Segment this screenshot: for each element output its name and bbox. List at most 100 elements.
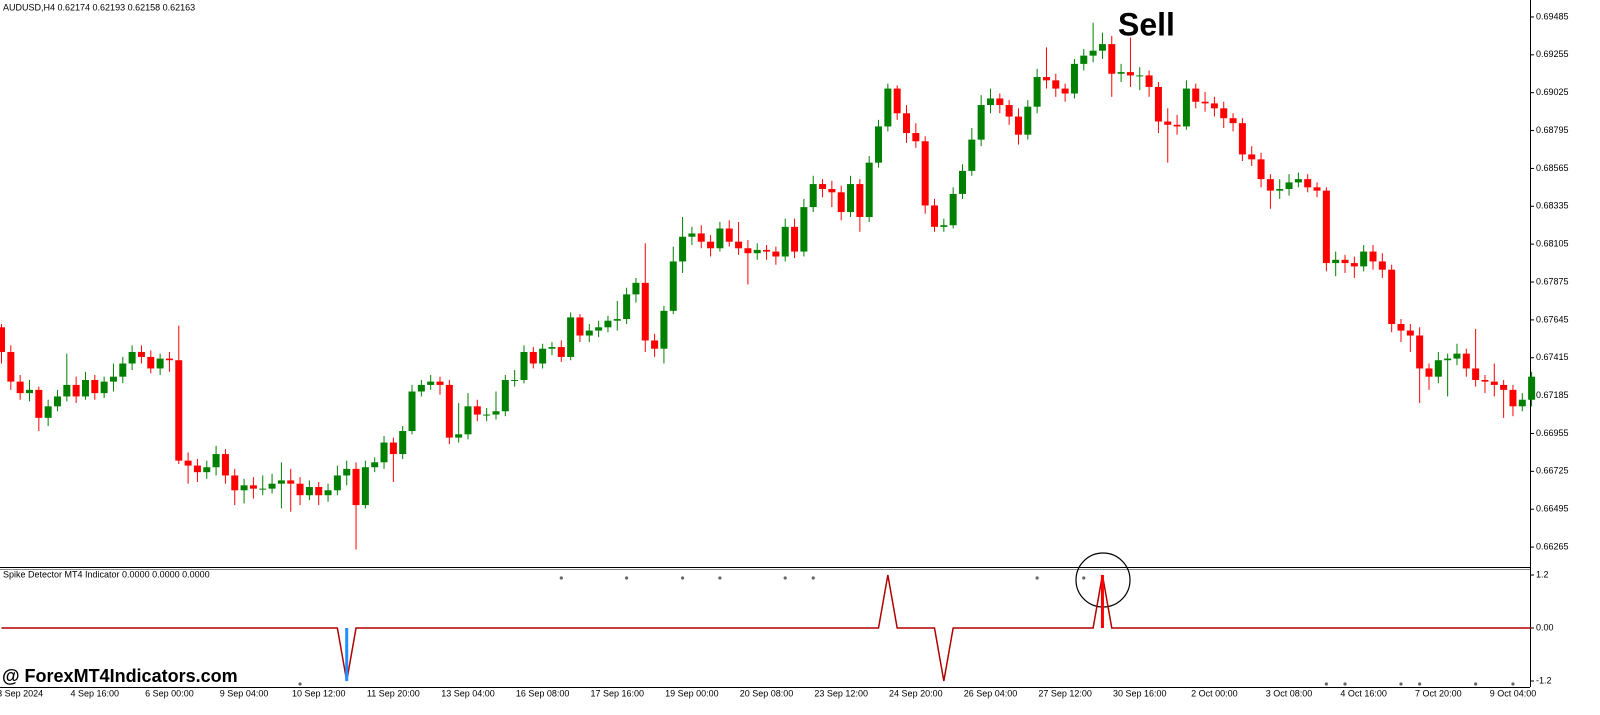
- candle-body: [1444, 358, 1452, 361]
- y-tick-label: -1.2: [1536, 675, 1552, 685]
- signal-dot: [811, 576, 815, 580]
- candle-body: [184, 460, 192, 466]
- candle-body: [1089, 50, 1097, 56]
- candle-body: [819, 184, 827, 189]
- x-tick-label: 20 Sep 08:00: [740, 688, 794, 698]
- y-tick-label: 0.67645: [1536, 314, 1569, 324]
- y-tick-label: 0.66725: [1536, 466, 1569, 476]
- candle-body: [660, 310, 668, 349]
- candle-body: [986, 98, 994, 106]
- candle-body: [212, 454, 220, 468]
- spike-bar: [1100, 575, 1104, 628]
- candle-body: [361, 467, 369, 506]
- candle-body: [305, 486, 313, 496]
- candle-body: [483, 414, 491, 416]
- candle-body: [837, 192, 845, 213]
- x-tick-label: 27 Sep 12:00: [1038, 688, 1092, 698]
- candle-body: [1145, 75, 1153, 87]
- candle-body: [763, 249, 771, 252]
- indicator-title: Spike Detector MT4 Indicator 0.0000 0.00…: [3, 569, 210, 579]
- candle-body: [716, 228, 724, 249]
- candle-body: [1033, 77, 1041, 107]
- y-tick-label: 0.69255: [1536, 49, 1569, 59]
- candle-body: [1024, 106, 1032, 135]
- candle-body: [1285, 182, 1293, 189]
- candle-body: [697, 233, 705, 242]
- y-tick-label: 0.68795: [1536, 125, 1569, 135]
- candle-body: [1164, 121, 1172, 125]
- candle-body: [1378, 261, 1386, 270]
- candle-body: [1182, 88, 1190, 127]
- x-tick-label: 3 Sep 2024: [0, 688, 43, 698]
- candle-body: [72, 384, 80, 397]
- signal-dot: [559, 576, 563, 580]
- candle-body: [1173, 124, 1181, 127]
- signal-dot: [1511, 682, 1515, 686]
- candle-body: [539, 348, 547, 364]
- candle-body: [865, 162, 873, 217]
- candle-body: [613, 319, 621, 321]
- candle-body: [744, 248, 752, 254]
- candle-body: [623, 294, 631, 320]
- signal-dot: [625, 576, 629, 580]
- chart-title: AUDUSD,H4 0.62174 0.62193 0.62158 0.6216…: [3, 2, 195, 12]
- candle-body: [231, 475, 239, 491]
- candle-body: [1528, 376, 1536, 400]
- candle-body: [1360, 251, 1368, 267]
- candle-body: [165, 358, 173, 361]
- signal-dot: [1474, 682, 1478, 686]
- candle-body: [1332, 259, 1340, 264]
- candle-body: [296, 483, 304, 496]
- candle-body: [604, 320, 612, 328]
- candle-body: [1210, 103, 1218, 109]
- candle-body: [352, 468, 360, 506]
- candle-body: [240, 485, 248, 491]
- candle-body: [287, 480, 295, 484]
- candle-body: [632, 282, 640, 295]
- candle-body: [7, 351, 15, 382]
- candle-body: [1108, 44, 1116, 74]
- candle-body: [1220, 108, 1228, 119]
- candle-body: [772, 251, 780, 257]
- y-tick-label: 0.66265: [1536, 541, 1569, 551]
- candle-body: [1098, 44, 1106, 51]
- candle-body: [1425, 368, 1433, 377]
- candle-body: [1294, 179, 1302, 183]
- signal-dot: [1418, 682, 1422, 686]
- x-tick-label: 2 Oct 00:00: [1191, 688, 1238, 698]
- candle-body: [1481, 379, 1489, 382]
- candle-body: [1276, 189, 1284, 191]
- candle-body: [1406, 330, 1414, 336]
- candle-body: [175, 360, 183, 461]
- x-tick-label: 16 Sep 08:00: [516, 688, 570, 698]
- candle-body: [109, 376, 117, 382]
- candle-body: [1416, 335, 1424, 369]
- candle-body: [249, 485, 257, 489]
- candle-body: [137, 351, 145, 357]
- candle-body: [147, 356, 155, 369]
- indicator-line: [1, 574, 1532, 682]
- candle-body: [753, 249, 761, 254]
- signal-dot: [1082, 576, 1086, 580]
- candle-body: [651, 340, 659, 349]
- candle-body: [529, 351, 537, 364]
- candle-body: [949, 193, 957, 226]
- x-tick-label: 17 Sep 16:00: [590, 688, 644, 698]
- candle-body: [277, 480, 285, 484]
- candle-body: [427, 381, 435, 385]
- y-tick-label: 0.67875: [1536, 276, 1569, 286]
- candle-body: [156, 358, 164, 369]
- signal-dot: [718, 576, 722, 580]
- candle-body: [333, 475, 341, 491]
- candle-body: [0, 327, 5, 352]
- candle-body: [399, 431, 407, 455]
- candle-body: [557, 347, 565, 357]
- x-tick-label: 23 Sep 12:00: [814, 688, 868, 698]
- candle-body: [1266, 179, 1274, 191]
- candle-body: [1453, 353, 1461, 359]
- candle-body: [968, 139, 976, 171]
- candle-body: [203, 467, 211, 473]
- y-tick-label: 0.69025: [1536, 87, 1569, 97]
